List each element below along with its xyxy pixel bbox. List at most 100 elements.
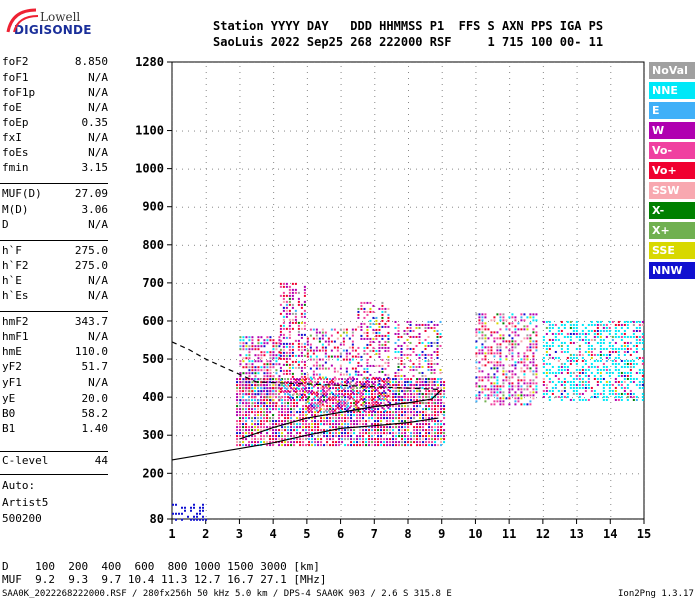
grid-dot	[340, 126, 342, 127]
echo-point	[291, 303, 294, 306]
echo-point	[242, 381, 245, 384]
echo-point	[320, 384, 323, 387]
echo-point	[499, 403, 502, 406]
echo-point	[443, 384, 446, 387]
echo-point	[398, 444, 401, 447]
echo-point	[323, 423, 326, 426]
grid-dot	[560, 130, 561, 132]
grid-dot	[205, 216, 207, 217]
grid-dot	[326, 244, 327, 246]
echo-point	[490, 367, 493, 370]
echo-point	[315, 361, 318, 364]
echo-point	[443, 438, 446, 441]
echo-point	[484, 337, 487, 340]
echo-point	[490, 403, 493, 406]
grid-dot	[408, 228, 409, 229]
echo-point	[362, 429, 365, 432]
echo-point	[311, 393, 314, 396]
grid-dot	[576, 366, 578, 367]
echo-point	[326, 378, 329, 381]
echo-point	[302, 417, 305, 420]
grid-dot	[614, 62, 615, 63]
echo-point	[428, 408, 431, 411]
grid-dot	[602, 435, 603, 437]
echo-point	[242, 393, 245, 396]
grid-dot	[500, 320, 501, 322]
echo-point	[412, 383, 415, 386]
echo-point	[278, 381, 281, 384]
echo-point	[305, 420, 308, 423]
legend-item-x: X+	[649, 222, 695, 239]
echo-point	[318, 364, 321, 367]
param-hme: hmE 110.0	[2, 345, 108, 360]
grid-dot	[506, 244, 507, 246]
echo-point	[308, 393, 311, 396]
echo-point	[344, 417, 347, 420]
echo-point	[281, 420, 284, 423]
grid-dot	[509, 210, 511, 211]
grid-dot	[644, 444, 645, 445]
echo-point	[377, 435, 380, 438]
echo-point	[294, 339, 297, 342]
grid-dot	[509, 222, 511, 223]
grid-dot	[410, 473, 411, 475]
echo-point	[424, 359, 427, 362]
echo-point	[291, 318, 294, 321]
grid-dot	[441, 444, 443, 445]
echo-point	[288, 294, 291, 297]
echo-point	[332, 423, 335, 426]
grid-dot	[172, 192, 173, 193]
echo-point	[443, 408, 446, 411]
echo-point	[254, 387, 257, 390]
grid-dot	[475, 126, 477, 127]
echo-point	[312, 406, 315, 409]
grid-dot	[374, 342, 376, 343]
echo-point	[303, 327, 306, 330]
echo-point	[266, 426, 269, 429]
echo-point	[239, 348, 242, 351]
echo-point	[372, 409, 375, 412]
echo-point	[383, 402, 386, 405]
grid-dot	[610, 306, 612, 307]
echo-point	[291, 360, 294, 363]
grid-dot	[398, 206, 399, 208]
echo-point	[377, 441, 380, 444]
echo-point	[311, 420, 314, 423]
echo-point	[437, 432, 440, 435]
grid-dot	[172, 78, 173, 79]
echo-point	[341, 426, 344, 429]
echo-point	[380, 426, 383, 429]
echo-point	[299, 432, 302, 435]
grid-dot	[404, 473, 405, 475]
grid-dot	[416, 519, 417, 520]
echo-point	[257, 438, 260, 441]
echo-point	[381, 346, 384, 349]
param-fof2: foF2 8.850	[2, 55, 108, 70]
echo-point	[251, 378, 254, 381]
grid-dot	[610, 120, 612, 121]
echo-point	[284, 381, 287, 384]
grid-dot	[272, 473, 273, 475]
grid-dot	[494, 206, 495, 208]
grid-dot	[205, 306, 207, 307]
param-name: foE	[2, 101, 22, 114]
echo-point	[293, 426, 296, 429]
echo-point	[303, 300, 306, 303]
echo-point	[260, 414, 263, 417]
param-name: h`Es	[2, 289, 29, 302]
grid-dot	[172, 102, 173, 103]
echo-point	[380, 402, 383, 405]
grid-dot	[212, 206, 213, 208]
grid-dot	[350, 168, 351, 170]
echo-point	[332, 381, 335, 384]
grid-dot	[332, 168, 333, 170]
echo-point	[263, 390, 266, 393]
grid-dot	[590, 206, 591, 208]
grid-dot	[340, 174, 342, 175]
grid-dot	[590, 359, 591, 361]
grid-dot	[620, 320, 621, 322]
grid-dot	[470, 130, 471, 132]
grid-dot	[542, 120, 544, 121]
grid-dot	[566, 130, 567, 132]
grid-dot	[428, 62, 429, 63]
